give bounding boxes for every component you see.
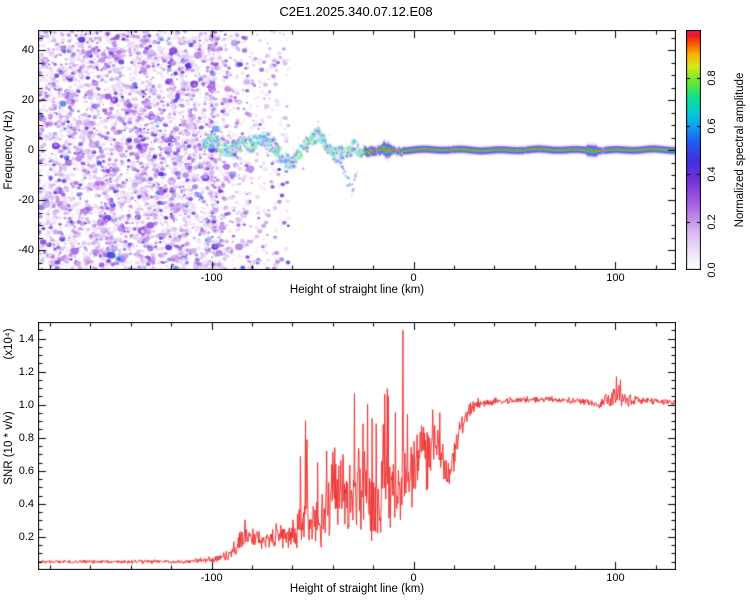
snr-scale-label: (x10⁴) (3, 328, 15, 360)
snr-x-tick-label: 100 (606, 572, 625, 584)
spectrogram-yaxis-label: Frequency (Hz) (3, 110, 15, 190)
colorbar-tick-label: 0.2 (706, 214, 718, 230)
snr-x-tick-label: 0 (410, 572, 417, 584)
spectrogram-y-tick-label: 0 (27, 144, 34, 156)
snr-y-tick-label: 0.4 (18, 497, 34, 510)
snr-yaxis-label: SNR (10 * v/v) (3, 411, 15, 485)
spectrogram-xaxis-label: Height of straight line (km) (289, 284, 425, 296)
snr-y-tick-label: 0.2 (18, 530, 34, 543)
colorbar-canvas (686, 30, 701, 270)
spectrogram-canvas (38, 30, 676, 270)
snr-y-tick-label: 0.8 (18, 431, 34, 444)
snr-y-tick-label: 1.4 (18, 332, 34, 345)
colorbar-tick-label: 0.8 (706, 70, 718, 86)
spectrogram-x-tick-label: 100 (606, 272, 625, 284)
spectrogram-y-tick-label: 40 (21, 44, 34, 56)
snr-y-tick-label: 1.0 (18, 398, 34, 411)
snr-canvas (38, 322, 676, 570)
colorbar-tick-label: 0.4 (706, 166, 718, 182)
snr-y-tick-label: 0.6 (18, 464, 34, 477)
spectrogram-x-tick-label: -100 (200, 272, 223, 284)
spectrogram-y-tick-label: -40 (18, 244, 34, 256)
colorbar-tick-label: 0.0 (706, 262, 718, 278)
spectrogram-x-tick-label: 0 (410, 272, 417, 284)
snr-xaxis-label: Height of straight line (km) (289, 583, 425, 595)
colorbar-label: Normalized spectral amplitude (734, 72, 746, 228)
snr-y-tick-label: 1.2 (18, 365, 34, 378)
spectrogram-y-tick-label: 20 (21, 94, 34, 106)
plot-title: C2E1.2025.340.07.12.E08 (279, 4, 433, 19)
snr-x-tick-label: -100 (200, 572, 223, 584)
spectrogram-y-tick-label: -20 (18, 194, 34, 206)
colorbar-tick-label: 0.6 (706, 118, 718, 134)
